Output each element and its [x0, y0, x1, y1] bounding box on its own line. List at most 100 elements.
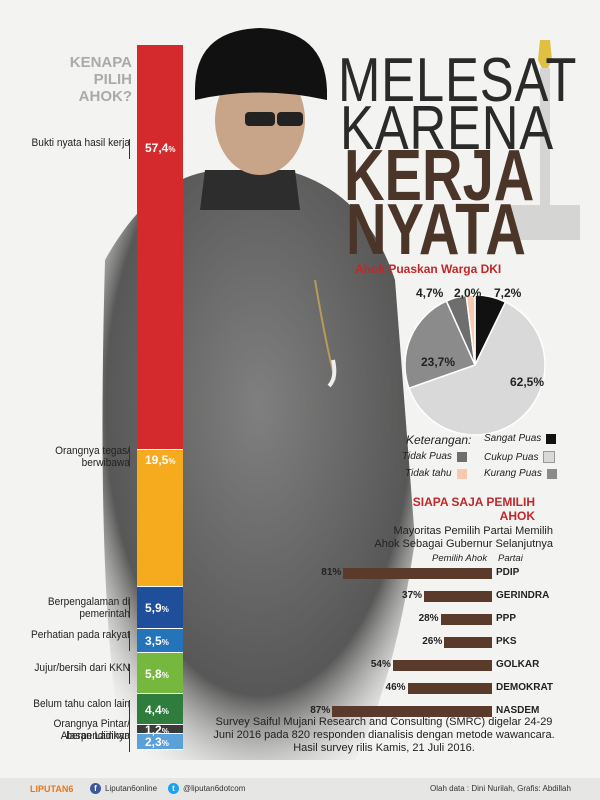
credit: Olah data : Dini Nurilah, Grafis: Abdill…: [430, 784, 571, 793]
party-col-head-right: Partai: [498, 553, 523, 564]
stack-label-bracket: [129, 699, 134, 720]
pie-label-kurang-puas: 23,7%: [421, 355, 456, 369]
twitter-icon: t: [168, 783, 179, 794]
pie-label-tidak-tahu: 2,0%: [454, 286, 482, 300]
brand-name: LIPUTAN6: [30, 784, 74, 794]
pie-slice: [407, 301, 546, 436]
legend-label: Tidak tahu: [405, 468, 452, 479]
stacked-bar-labels: 57,4% Bukti nyata hasil kerja 19,5% Orangny…: [0, 0, 175, 800]
legend-label: Kurang Puas: [484, 468, 542, 479]
pie-chart: [404, 294, 546, 436]
party-bar: [440, 614, 492, 625]
stacked-bar: [137, 45, 183, 750]
stack-label-bracket: [129, 731, 134, 752]
twitter-handle: @liputan6dotcom: [183, 784, 246, 793]
stack-value-label: 19,5%: [145, 453, 176, 467]
party-value-label: 26%: [422, 636, 443, 647]
headline-line1: MELESAT: [338, 46, 578, 115]
party-name-label: PPP: [496, 613, 517, 624]
stack-value-label: 57,4%: [145, 141, 176, 155]
stack-segment: [137, 628, 183, 654]
stack-category-label: Orangnya tegas/ berwibawa: [55, 445, 131, 469]
party-value-label: 28%: [418, 613, 439, 624]
stack-label-bracket: [129, 597, 134, 618]
legend-label: Sangat Puas: [484, 433, 542, 444]
legend-swatch: [546, 468, 557, 479]
party-name-label: GOLKAR: [496, 659, 540, 670]
stack-label-bracket: [129, 663, 134, 684]
stack-category-label: Orangnya Pintar/ berpendidikan: [53, 717, 130, 742]
legend-swatch: [543, 451, 556, 463]
pie-label-cukup-puas: 62,5%: [510, 375, 545, 389]
legend-item-sangat-puas: Sangat Puas: [484, 433, 557, 444]
stack-label-bracket: [129, 447, 134, 467]
pie-label-tidak-puas: 4,7%: [416, 286, 444, 300]
stack-value-label: 5,9%: [145, 600, 169, 615]
party-value-label: 87%: [310, 705, 331, 716]
stack-value-label: 1,2%: [145, 722, 169, 737]
party-value-label: 46%: [385, 682, 406, 693]
party-col-head-left: Pemilih Ahok: [432, 553, 488, 564]
facebook-link[interactable]: f Liputan6online: [90, 783, 157, 794]
party-name-label: NASDEM: [496, 705, 540, 716]
party-value-label: 37%: [402, 590, 423, 601]
party-bar: [343, 568, 492, 579]
legend-title: Keterangan:: [406, 433, 472, 447]
monas-icon: [510, 40, 580, 240]
legend-swatch: [456, 468, 467, 479]
stack-segment: [137, 733, 183, 750]
party-chart-subtitle: Mayoritas Pemilih Partai Memilih Ahok Se…: [374, 525, 553, 550]
party-bar: [424, 591, 492, 602]
pie-title: Ahok Puaskan Warga DKI: [355, 262, 502, 276]
party-bar: [407, 683, 492, 694]
pie-slice: [465, 294, 476, 366]
legend-item-cukup-puas: Cukup Puas: [484, 451, 556, 463]
pie-slice: [404, 300, 477, 390]
stack-category-label: Perhatian pada rakyat: [30, 629, 131, 642]
party-chart-title: SIAPA SAJA PEMILIH AHOK: [412, 495, 535, 523]
legend-label: Tidak Puas: [402, 451, 452, 462]
stack-category-label: Jujur/bersih dari KKN: [34, 661, 130, 674]
legend-swatch: [456, 451, 467, 462]
stack-segment: [137, 587, 183, 629]
stack-segment: [137, 449, 183, 588]
party-name-label: DEMOKRAT: [496, 682, 554, 693]
stack-category-label: Alasan Lainnya: [60, 729, 130, 742]
stack-category-label: Belum tahu calon lain: [33, 697, 131, 710]
legend-item-kurang-puas: Kurang Puas: [484, 468, 557, 479]
party-bar: [444, 637, 492, 648]
party-value-label: 54%: [370, 659, 391, 670]
footer: LIPUTAN6 f Liputan6online t @liputan6dot…: [0, 778, 600, 800]
party-name-label: PDIP: [496, 567, 520, 578]
stack-value-label: 3,5%: [145, 634, 169, 649]
facebook-handle: Liputan6online: [105, 784, 158, 793]
legend-swatch: [546, 433, 557, 444]
legend-item-tidak-puas: Tidak Puas: [402, 451, 467, 462]
party-bar: [332, 706, 492, 717]
stack-label-bracket: [129, 719, 134, 740]
stack-value-label: 4,4%: [145, 702, 169, 717]
brand-logo: LIPUTAN6: [30, 784, 73, 794]
bar-chart-title: KENAPA PILIH AHOK?: [69, 54, 132, 105]
stack-value-label: 2,3%: [145, 734, 169, 749]
survey-note: Survey Saiful Mujani Research and Consul…: [213, 716, 555, 754]
stack-category-label: Berpengalaman di pemerintah: [47, 595, 130, 620]
legend-item-tidak-tahu: Tidak tahu: [405, 468, 467, 479]
pie-label-sangat-puas: 7,2%: [494, 286, 522, 300]
stack-segment: [137, 653, 183, 695]
stack-value-label: 5,8%: [145, 666, 169, 681]
stack-segment: [137, 725, 183, 734]
headline-line2: KARENA: [340, 94, 554, 163]
stack-label-bracket: [129, 631, 134, 652]
facebook-icon: f: [90, 783, 101, 794]
party-value-label: 81%: [321, 567, 342, 578]
stack-segment: [137, 694, 183, 726]
party-name-label: PKS: [496, 636, 517, 647]
headline-line4: NYATA: [346, 190, 526, 270]
stack-segment: [137, 45, 183, 450]
headline-line3: KERJA: [344, 136, 535, 216]
stack-label-bracket: [129, 139, 134, 159]
party-bar: [392, 660, 492, 671]
twitter-link[interactable]: t @liputan6dotcom: [168, 783, 245, 794]
